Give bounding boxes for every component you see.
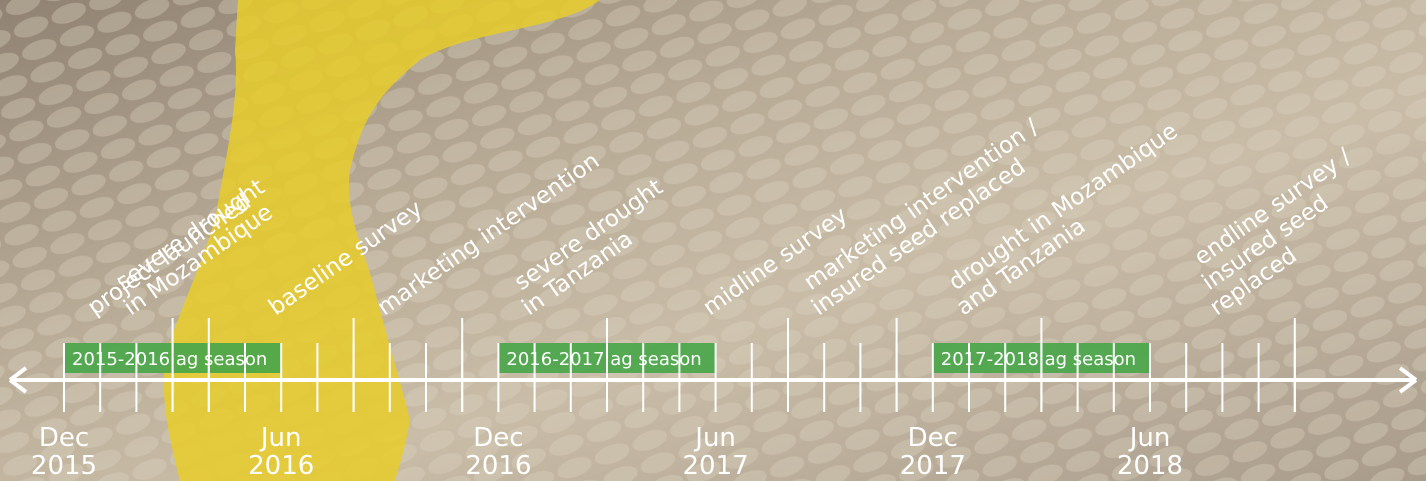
date-month: Dec	[908, 423, 958, 453]
date-year: 2018	[1117, 451, 1183, 481]
date-year: 2016	[248, 451, 314, 481]
date-month: Dec	[39, 423, 89, 453]
page: 2015-2016 ag season 2016-2017 ag season 20…	[0, 0, 1426, 481]
date-month: Jun	[259, 423, 302, 453]
season-label: 2017-2018 ag season	[941, 349, 1136, 370]
date-year: 2016	[465, 451, 531, 481]
date-month: Dec	[473, 423, 523, 453]
season-label: 2015-2016 ag season	[72, 349, 267, 370]
date-month: Jun	[693, 423, 736, 453]
date-year: 2017	[683, 451, 749, 481]
timeline: 2015-2016 ag season 2016-2017 ag season 20…	[0, 0, 1426, 481]
date-year: 2015	[31, 451, 97, 481]
season-label: 2016-2017 ag season	[506, 349, 701, 370]
date-month: Jun	[1128, 423, 1171, 453]
date-year: 2017	[900, 451, 966, 481]
